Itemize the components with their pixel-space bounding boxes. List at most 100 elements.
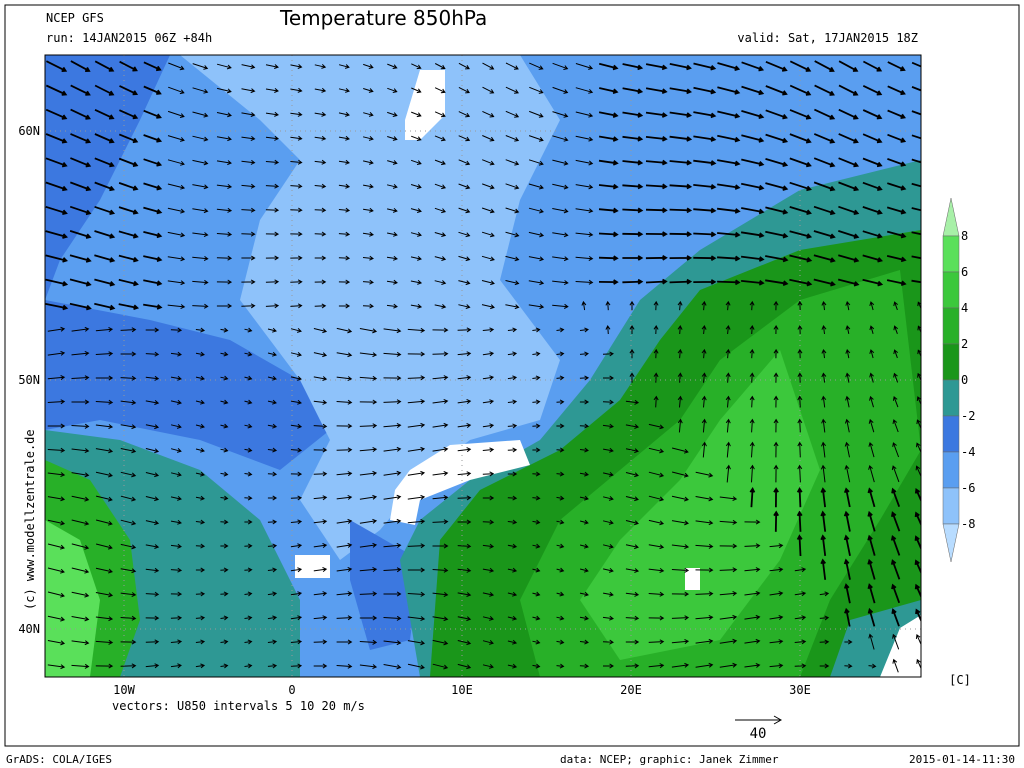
wind-arrow — [886, 206, 907, 215]
wind-arrow — [94, 157, 115, 168]
wind-arrow — [192, 208, 209, 214]
wind-arrow — [241, 255, 256, 261]
wind-arrow — [744, 638, 761, 644]
wind-arrow — [47, 423, 66, 429]
wind-arrow — [507, 591, 518, 597]
wind-arrow — [797, 300, 803, 311]
wind-arrow — [434, 280, 447, 285]
wind-arrow — [195, 615, 206, 621]
wind-arrow — [47, 543, 65, 550]
lon-label: 10E — [451, 683, 473, 697]
wind-arrow — [671, 544, 690, 550]
wind-arrow — [94, 181, 115, 192]
wind-arrow — [843, 487, 851, 508]
wind-arrow — [821, 348, 827, 359]
wind-arrow — [911, 110, 921, 116]
wind-arrow — [669, 111, 693, 118]
wind-arrow — [290, 328, 302, 333]
wind-arrow — [265, 88, 279, 93]
wind-arrow — [338, 111, 350, 117]
wind-arrow — [95, 616, 114, 622]
wind-arrow — [387, 87, 398, 93]
wind-arrow — [120, 351, 137, 357]
wind-arrow — [458, 255, 471, 262]
wind-arrow — [359, 664, 378, 670]
wind-arrow — [241, 88, 256, 94]
wind-arrow — [290, 543, 303, 549]
colorbar-bin — [942, 271, 960, 309]
wind-arrow — [669, 135, 693, 142]
wind-arrow — [887, 109, 906, 119]
wind-arrow — [915, 608, 921, 623]
wind-arrow — [717, 62, 741, 71]
wind-arrow — [216, 184, 233, 189]
wind-arrow — [69, 254, 92, 263]
wind-arrow — [383, 640, 402, 646]
wind-arrow — [599, 87, 619, 95]
wind-arrow — [773, 510, 779, 532]
wind-arrow — [820, 534, 827, 557]
wind-arrow — [794, 591, 807, 597]
wind-arrow — [410, 303, 423, 309]
wind-arrow — [71, 423, 90, 429]
wind-arrow — [677, 372, 683, 383]
wind-arrow — [645, 183, 668, 190]
wind-arrow — [363, 112, 374, 117]
wind-arrow — [725, 300, 731, 311]
wind-arrow — [648, 423, 665, 430]
wind-arrow — [625, 568, 640, 573]
wind-arrow — [290, 447, 303, 453]
wind-arrow — [629, 372, 635, 383]
wind-arrow — [95, 399, 114, 405]
wind-arrow — [220, 519, 229, 525]
wind-arrow — [552, 280, 569, 286]
wind-arrow — [813, 230, 836, 239]
wind-arrow — [622, 207, 644, 214]
wind-arrow — [813, 181, 836, 192]
wind-arrow — [45, 181, 68, 192]
wind-arrow — [47, 519, 66, 526]
wind-arrow — [717, 231, 741, 238]
wind-arrow — [741, 158, 765, 167]
wind-arrow — [265, 255, 280, 261]
wind-arrow — [359, 567, 378, 572]
wind-arrow — [869, 301, 875, 311]
wind-arrow — [532, 375, 541, 381]
wind-arrow — [886, 255, 907, 263]
wind-arrow — [749, 325, 755, 335]
wind-arrow — [313, 591, 328, 597]
wind-arrow — [407, 494, 426, 500]
wind-arrow — [407, 640, 426, 646]
wind-arrow — [773, 348, 779, 359]
wind-arrow — [434, 135, 446, 142]
graticule — [45, 55, 921, 677]
wind-arrow — [602, 544, 614, 549]
wind-arrow — [741, 61, 765, 72]
wind-arrow — [170, 639, 183, 645]
wind-arrow — [507, 543, 518, 549]
wind-arrow — [359, 328, 378, 334]
wind-arrow — [671, 639, 690, 644]
wind-arrow — [911, 255, 921, 260]
field-warm-core — [580, 350, 820, 660]
wind-arrow — [677, 300, 683, 311]
wind-arrow — [556, 543, 565, 549]
wind-arrow — [70, 84, 91, 96]
wind-arrow — [290, 567, 303, 573]
wind-arrow — [556, 399, 565, 405]
wind-arrow — [45, 254, 68, 263]
colorbar-bin — [942, 487, 960, 525]
colorbar-bin — [942, 235, 960, 273]
wind-arrow — [695, 662, 714, 668]
wind-arrow — [891, 608, 900, 627]
wind-arrow — [265, 207, 280, 213]
wind-arrow — [145, 615, 160, 621]
wind-arrow — [701, 418, 707, 433]
wind-arrow — [338, 303, 351, 309]
wind-arrow — [143, 303, 163, 310]
wind-arrow — [290, 663, 303, 669]
wind-arrow — [47, 350, 66, 356]
wind-arrow — [120, 448, 137, 454]
wind-arrow — [843, 534, 851, 556]
wind-arrow — [671, 447, 689, 454]
